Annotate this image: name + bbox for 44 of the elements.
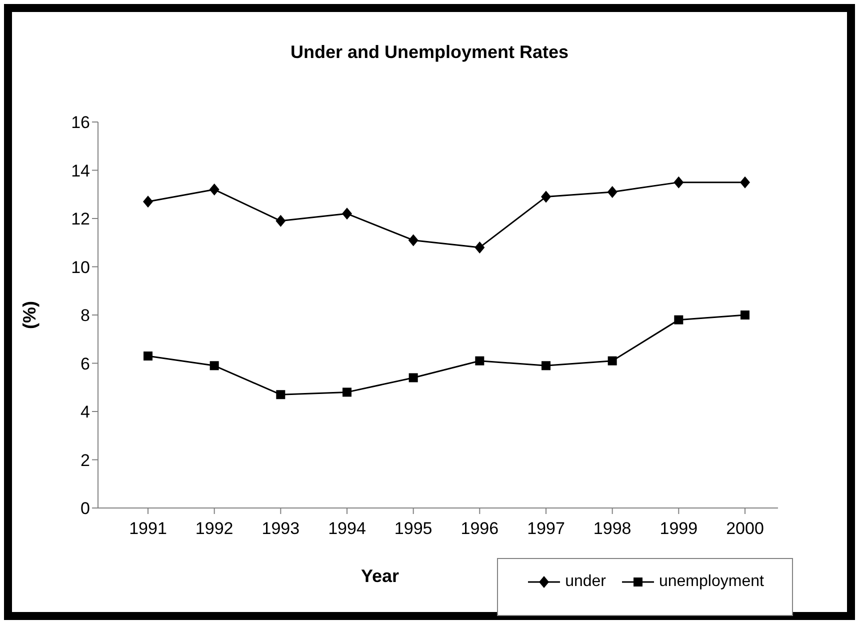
point [408, 234, 418, 246]
point [674, 176, 684, 188]
x-tick-label: 1997 [527, 519, 565, 538]
x-tick-label: 1998 [593, 519, 632, 538]
y-tick-label: 2 [80, 450, 90, 470]
point [474, 241, 485, 254]
point [342, 388, 352, 397]
legend-label: under [565, 573, 606, 591]
point [209, 184, 220, 196]
point [674, 315, 684, 324]
point [210, 361, 219, 370]
y-tick-label: 4 [80, 402, 90, 422]
y-tick-label: 14 [71, 161, 90, 180]
point [541, 190, 551, 203]
point [607, 186, 618, 198]
chart-title: Under and Unemployment Rates [289, 42, 570, 63]
y-tick-label: 0 [80, 499, 90, 518]
x-axis-title: Year [360, 566, 400, 587]
point [143, 196, 153, 208]
y-tick-label: 8 [80, 306, 90, 326]
point [276, 214, 286, 227]
point [276, 390, 286, 400]
point [408, 373, 418, 382]
x-tick-label: 1993 [262, 519, 300, 538]
x-tick-label: 1999 [660, 519, 698, 538]
point [342, 208, 352, 220]
point [740, 310, 750, 320]
y-tick-label: 16 [71, 113, 90, 132]
point [608, 356, 617, 366]
legend-label: unemployment [658, 573, 764, 591]
x-tick-label: 1996 [460, 519, 499, 538]
x-tick-label: 1994 [328, 519, 366, 538]
y-axis-title: (%) [20, 301, 40, 329]
point [740, 176, 750, 188]
y-tick-label: 6 [80, 354, 90, 374]
x-tick-label: 2000 [726, 519, 764, 538]
x-tick-label: 1991 [129, 519, 167, 538]
point [144, 352, 152, 361]
y-tick-label: 12 [71, 210, 90, 229]
point [475, 356, 484, 366]
x-tick-label: 1992 [195, 519, 234, 538]
point [542, 361, 550, 370]
y-tick-label: 10 [71, 258, 90, 277]
x-tick-label: 1995 [394, 519, 432, 538]
